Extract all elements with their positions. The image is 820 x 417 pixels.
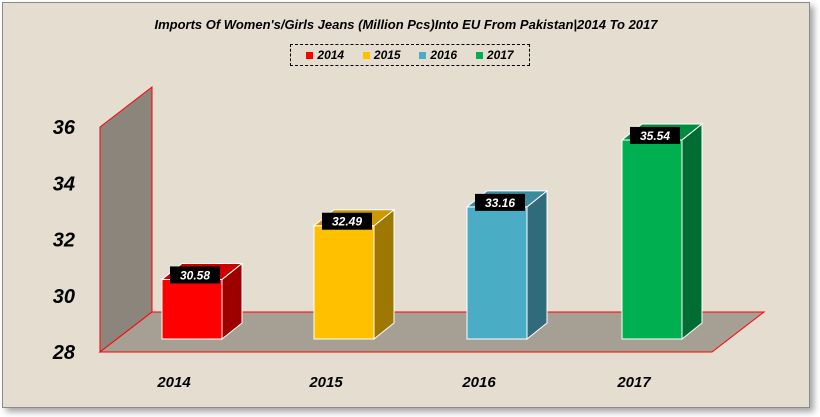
data-label-2014: 30.58 bbox=[180, 268, 210, 282]
data-label-2017: 35.54 bbox=[640, 129, 670, 143]
chart-legend: 2014 2015 2016 2017 bbox=[290, 44, 530, 66]
x-tick-label-2014: 2014 bbox=[156, 374, 191, 391]
y-tick-label-34: 34 bbox=[53, 173, 75, 195]
data-label-2016: 33.16 bbox=[485, 196, 515, 210]
floor bbox=[98, 311, 766, 353]
bar-2014 bbox=[161, 278, 223, 340]
legend-label-2014: 2014 bbox=[317, 48, 345, 62]
legend-item-2015: 2015 bbox=[362, 48, 401, 62]
side-wall bbox=[99, 85, 153, 354]
x-tick-label-2015: 2015 bbox=[308, 374, 343, 391]
bar-2017 bbox=[621, 139, 683, 340]
y-tick-label-30: 30 bbox=[53, 286, 75, 308]
bar-2016 bbox=[466, 206, 528, 340]
legend-swatch-2015 bbox=[362, 51, 370, 59]
data-label-box-2016 bbox=[475, 193, 525, 211]
x-tick-label-2016: 2016 bbox=[461, 374, 496, 391]
legend-swatch-2014 bbox=[306, 51, 314, 59]
legend-item-2014: 2014 bbox=[306, 48, 344, 62]
data-label-box-2014 bbox=[170, 266, 220, 284]
bar-2015 bbox=[313, 225, 375, 340]
legend-swatch-2017 bbox=[475, 51, 483, 59]
bar-side-2015 bbox=[373, 208, 395, 341]
data-label-2015: 32.49 bbox=[332, 215, 362, 229]
y-tick-label-32: 32 bbox=[53, 230, 75, 252]
y-tick-label-36: 36 bbox=[53, 117, 76, 139]
data-label-box-2015 bbox=[322, 212, 372, 230]
legend-label-2017: 2017 bbox=[486, 48, 514, 62]
bar-side-2016 bbox=[526, 189, 548, 341]
legend-item-2017: 2017 bbox=[475, 48, 514, 62]
bar-side-2017 bbox=[681, 122, 703, 341]
legend-swatch-2016 bbox=[419, 51, 427, 59]
data-label-box-2017 bbox=[630, 126, 680, 144]
legend-item-2016: 2016 bbox=[419, 48, 457, 62]
x-tick-label-2017: 2017 bbox=[616, 374, 651, 391]
chart-title: Imports Of Women's/Girls Jeans (Million … bbox=[154, 17, 658, 32]
legend-label-2015: 2015 bbox=[373, 48, 401, 62]
legend-label-2016: 2016 bbox=[430, 48, 458, 62]
y-tick-label-28: 28 bbox=[52, 342, 76, 364]
